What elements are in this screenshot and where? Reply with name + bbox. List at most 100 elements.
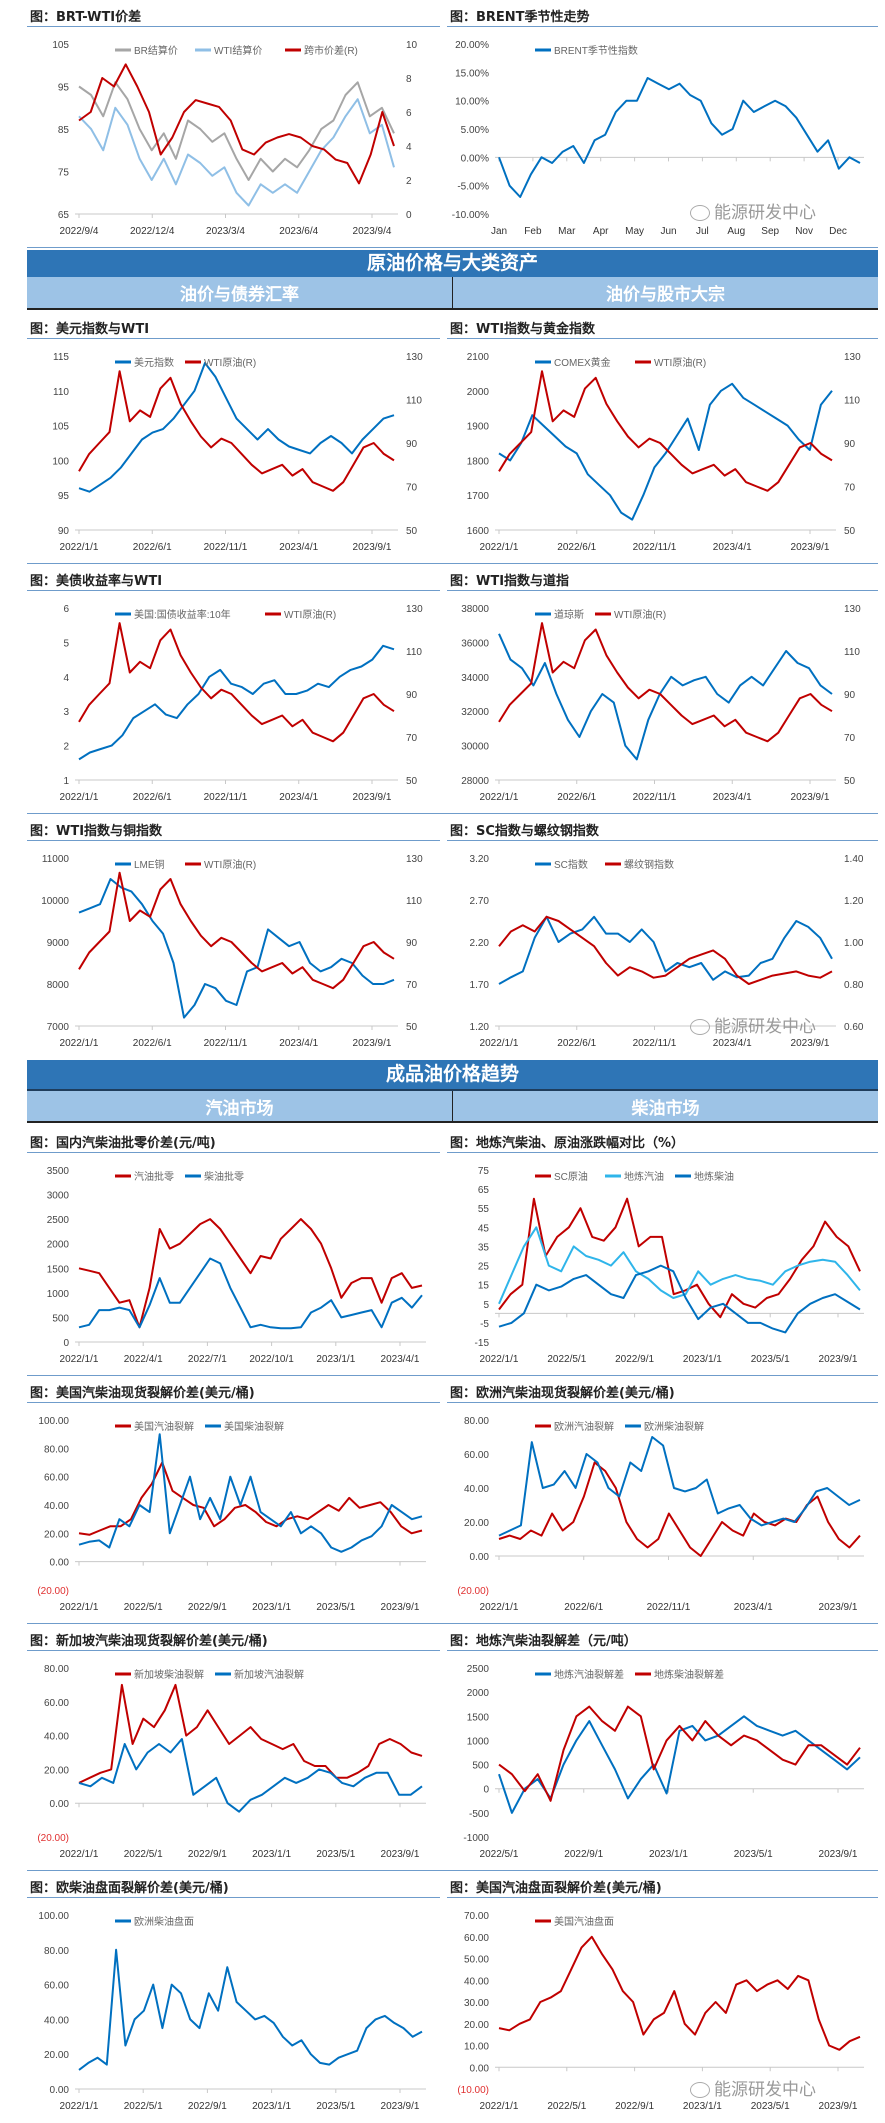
y-tick-label: 5.00% [461,125,489,136]
y-tick-label: 1500 [467,1712,490,1723]
series-line-1 [498,370,833,492]
x-tick-label: 2022/6/1 [557,792,596,803]
x-tick-label: Aug [727,226,745,237]
y2-tick-label: 1.00 [844,938,864,949]
y-tick-label: 40.00 [44,1732,69,1743]
y-tick-label: 1000 [467,1736,490,1747]
x-tick-label: 2023/9/1 [819,2101,858,2112]
series-line-0 [498,1935,861,2051]
series-line-0 [498,1197,861,1319]
y-tick-label: 1500 [47,1264,70,1275]
chart-svg: -10.00% -5.00% 0.00% 5.00% 10.00% 15.00% 20.00… [452,40,864,237]
x-tick-label: 2023/3/4 [206,226,245,237]
y-tick-label: 2000 [467,387,490,398]
title-underline [447,1402,878,1403]
y2-tick-label: 1.20 [844,896,864,907]
chart-panel: 图：欧柴油盘面裂解价差(美元/桶) 0.00 20.00 40.00 60.00 80.0… [27,1873,440,2121]
chart-svg: 0 500 1000 1500 2000 2500 3000 3500 2022/1/1 2022… [47,1166,426,1365]
series-line-1 [78,1738,423,1813]
section-subheader: 油价与债券汇率 油价与股市大宗 [27,277,878,310]
x-tick-label: 2023/5/1 [751,1354,790,1365]
y2-tick-label: 130 [406,352,423,363]
series-line-0 [78,878,395,1019]
x-tick-label: 2023/9/1 [381,1849,420,1860]
y-tick-label: -500 [469,1809,489,1820]
x-tick-label: 2022/1/1 [60,542,99,553]
y-tick-label: 40.00 [44,2015,69,2026]
legend-item: LME铜 [115,859,165,871]
chart-panel: 图：WTI指数与道指 28000 30000 32000 34000 36000 38000… [447,566,878,812]
x-tick-label: 2022/1/1 [480,2101,519,2112]
legend-label: LME铜 [134,859,165,871]
y2-tick-label: 10 [406,40,418,51]
title-underline [447,840,878,841]
series-line-0 [498,915,833,985]
x-tick-label: 2022/1/1 [480,1602,519,1613]
legend-label: 新加坡汽油裂解 [234,1668,304,1681]
legend-item: 地炼柴油 [675,1170,734,1183]
x-tick-label: 2023/9/1 [353,1038,392,1049]
y-tick-label: 60.00 [464,1933,489,1944]
x-tick-label: 2022/1/1 [480,1038,519,1049]
x-tick-label: 2023/9/1 [819,1849,858,1860]
y-tick-label: (20.00) [37,1586,69,1597]
x-tick-label: 2023/4/1 [279,792,318,803]
x-tick-label: 2023/9/4 [353,226,392,237]
y-tick-label: 5 [483,1300,489,1311]
series-line-0 [498,382,833,521]
y-tick-label: 40.00 [464,1976,489,1987]
chart-svg: -1000 -500 0 500 1000 1500 2000 2500 2022/5/1 202… [463,1664,864,1860]
legend-item: 美元指数 [115,356,174,369]
chart-panel: 图：美国汽柴油现货裂解价差(美元/桶) (20.00) 0.00 20.00 40.00… [27,1378,440,1622]
x-tick-label: 2023/4/1 [734,1602,773,1613]
series-line-1 [498,1436,861,1537]
legend-label: 螺纹钢指数 [624,858,674,871]
x-tick-label: 2022/5/1 [547,2101,586,2112]
x-tick-label: 2022/11/1 [633,1038,677,1049]
y-tick-label: 1.20 [470,1022,490,1033]
title-underline [27,26,440,27]
y-tick-label: 6 [63,604,69,615]
y2-tick-label: 50 [406,1022,418,1033]
x-tick-label: 2022/12/4 [130,226,175,237]
legend-label: 美国柴油裂解 [224,1420,284,1433]
divider [27,1375,878,1376]
legend-item: WTI结算价 [195,44,262,57]
y-tick-label: 65 [478,1185,490,1196]
y2-tick-label: 0.60 [844,1022,864,1033]
y-tick-label: 60.00 [44,1698,69,1709]
series-line-0 [78,1461,423,1536]
y-tick-label: 1600 [467,526,490,537]
chart-title: 图：地炼汽柴油、原油涨跌幅对比（%） [450,1136,685,1151]
x-tick-label: 2023/4/1 [279,542,318,553]
legend-item: BRENT季节性指数 [535,44,638,57]
y-tick-label: 0.00 [470,1552,490,1563]
legend-item: WTI原油(R) [595,608,666,621]
y-tick-label: 11000 [42,854,70,865]
y-tick-label: 10000 [41,896,69,907]
y-tick-label: 20.00 [44,2050,69,2061]
y-tick-label: 10.00 [464,2042,489,2053]
x-tick-label: 2022/5/1 [547,1354,586,1365]
title-underline [447,1650,878,1651]
legend-label: 地炼柴油裂解差 [654,1668,724,1681]
legend-label: 新加坡柴油裂解 [134,1668,204,1681]
y2-tick-label: 110 [406,396,422,407]
y-tick-label: (20.00) [457,1586,489,1597]
chart-panel: 图：国内汽柴油批零价差(元/吨) 0 500 1000 1500 2000 2500 3000… [27,1128,440,1374]
legend-item: 美国汽油裂解 [115,1420,194,1433]
y-tick-label: 100.00 [38,1416,69,1427]
x-tick-label: Mar [558,226,576,237]
y2-tick-label: 2 [406,176,412,187]
chart-title: 图：WTI指数与道指 [450,574,570,589]
legend-label: BR结算价 [134,44,178,57]
x-tick-label: May [625,226,644,237]
legend-item: 美国:国债收益率:10年 [115,608,231,621]
x-tick-label: 2022/6/1 [557,1038,596,1049]
x-tick-label: 2022/9/1 [615,2101,654,2112]
x-tick-label: 2023/5/1 [734,1849,773,1860]
series-line-0 [78,362,395,493]
y-tick-label: 0.00 [50,1799,70,1810]
legend-item: 螺纹钢指数 [605,858,674,871]
y2-tick-label: 70 [406,483,418,494]
